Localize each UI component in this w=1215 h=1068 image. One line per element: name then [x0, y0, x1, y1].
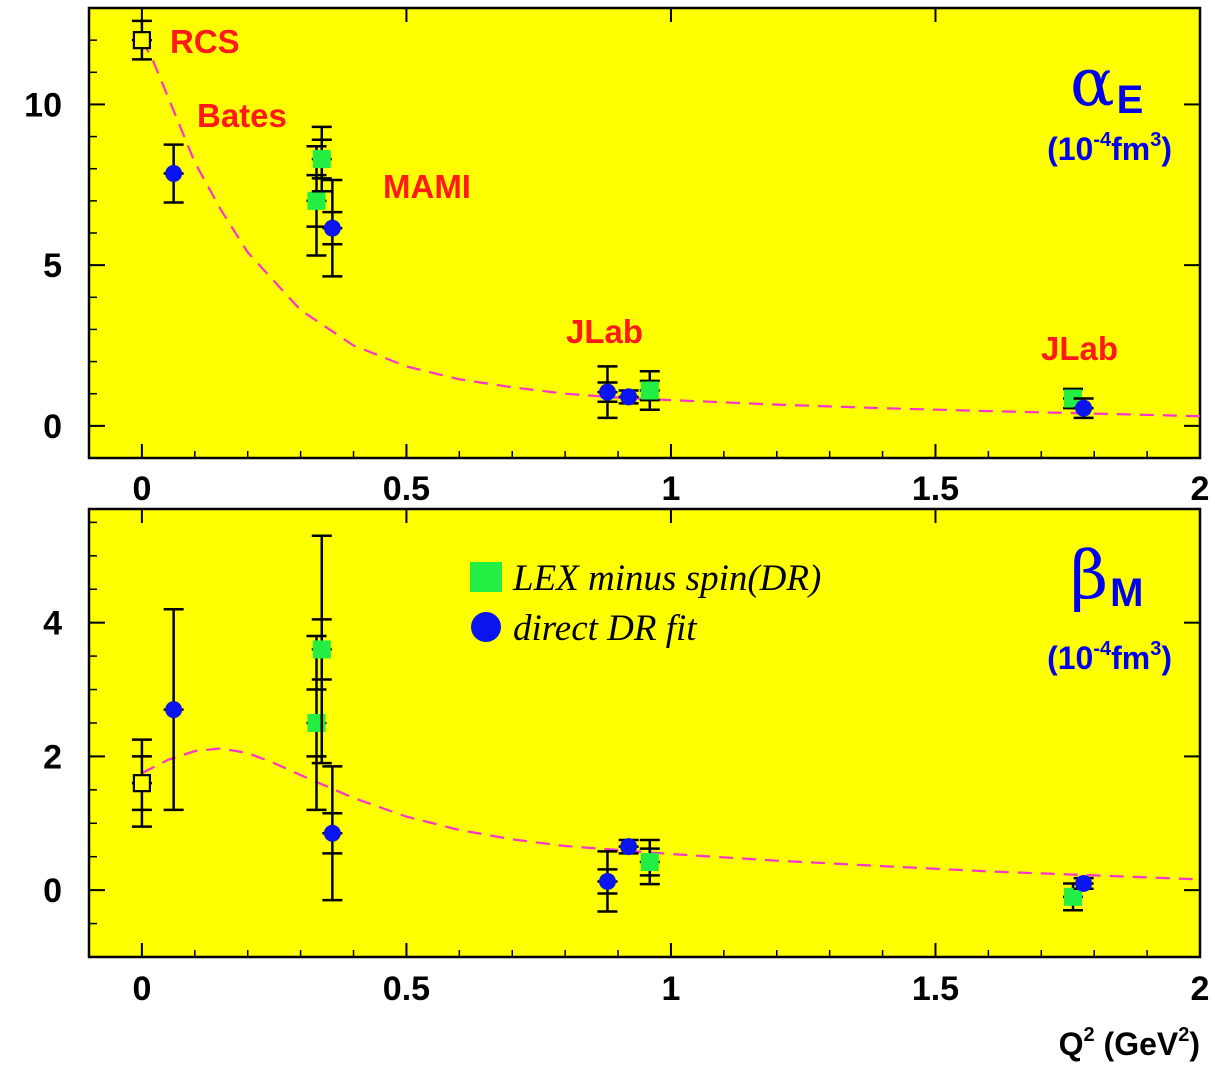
- x-tick-label: 2: [1191, 470, 1210, 508]
- lex-data-point: [640, 853, 659, 872]
- legend-label: direct DR fit: [513, 608, 698, 649]
- x-tick-label: 0.5: [383, 970, 430, 1008]
- x-tick-label: 1: [661, 470, 680, 508]
- x-tick-label: 1.5: [912, 970, 959, 1008]
- x-tick-label: 1.5: [912, 470, 959, 508]
- y-tick-label: 0: [43, 872, 62, 910]
- facility-label: MAMI: [383, 168, 471, 205]
- facility-label: RCS: [170, 23, 240, 60]
- dr-data-point: [598, 872, 616, 890]
- x-tick-label: 0: [132, 470, 151, 508]
- dr-data-point: [620, 388, 638, 406]
- lex-data-point: [307, 191, 326, 210]
- dr-data-point: [620, 838, 638, 856]
- fit-curve: [140, 39, 1201, 418]
- dr-data-point: [598, 383, 616, 401]
- dr-data-point: [1075, 399, 1093, 417]
- lex-data-point: [312, 640, 331, 659]
- x-tick-label: 0: [132, 970, 151, 1008]
- facility-label: JLab: [566, 313, 643, 350]
- dr-data-point: [323, 219, 341, 237]
- x-tick-label: 0.5: [383, 470, 430, 508]
- quantity-symbol: αE: [1070, 44, 1143, 122]
- plot-area: [87, 507, 1202, 959]
- facility-label: Bates: [197, 97, 287, 134]
- legend-marker-circle: [471, 612, 501, 642]
- y-tick-label: 10: [24, 86, 62, 124]
- legend-label: LEX minus spin(DR): [512, 558, 821, 599]
- dr-data-point: [165, 701, 183, 719]
- rcs-data-point: [132, 774, 152, 793]
- lex-data-point: [312, 150, 331, 169]
- x-axis-label: Q2 (GeV2): [1059, 1024, 1200, 1062]
- beta-m-panel: 0 0.5 1 1.5 2 0 2 4 LEX minus spin(DR) direct DR …: [43, 507, 1210, 1008]
- x-tick-label: 2: [1191, 970, 1210, 1008]
- y-tick-label: 4: [43, 605, 62, 643]
- legend-marker-square: [470, 562, 502, 592]
- quantity-unit: (10-4fm3): [1047, 638, 1172, 676]
- y-tick-label: 2: [43, 738, 62, 776]
- quantity-symbol: βM: [1070, 537, 1143, 615]
- y-tick-label: 5: [43, 247, 62, 285]
- y-tick-label: 0: [43, 408, 62, 446]
- dr-data-point: [165, 165, 183, 183]
- lex-data-point: [1064, 887, 1083, 906]
- lex-data-point: [640, 381, 659, 400]
- facility-label: JLab: [1041, 330, 1118, 367]
- dr-data-point: [1075, 874, 1093, 892]
- quantity-unit: (10-4fm3): [1047, 129, 1172, 167]
- x-tick-label: 1: [661, 970, 680, 1008]
- alpha-e-panel: 0 0.5 1 1.5 2 0 5 10 RCS Bates MAMI JLab JLab αE (10-4…: [24, 6, 1210, 508]
- dr-data-point: [323, 824, 341, 842]
- rcs-data-point: [132, 31, 152, 50]
- fit-curve: [141, 747, 1201, 881]
